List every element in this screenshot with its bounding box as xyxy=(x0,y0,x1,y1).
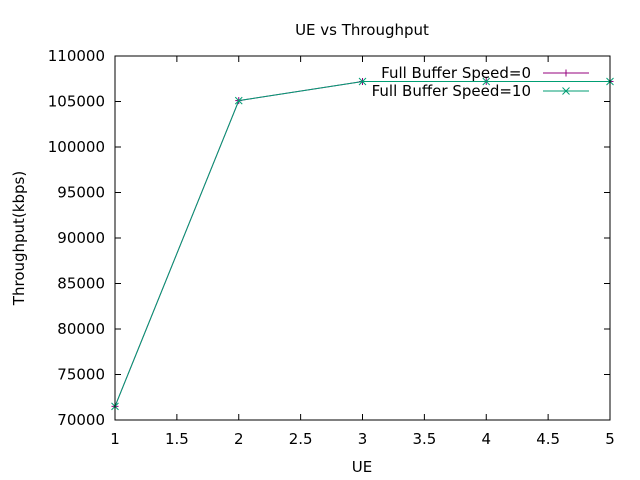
data-point xyxy=(562,69,570,77)
series-2 xyxy=(111,77,614,411)
data-point xyxy=(482,77,491,86)
chart-title: UE vs Throughput xyxy=(295,21,429,39)
series-line xyxy=(114,81,610,407)
y-tick-label: 70000 xyxy=(57,411,105,429)
x-tick-label: 4 xyxy=(481,430,491,448)
data-point xyxy=(562,87,570,95)
series-layer xyxy=(111,77,614,411)
x-tick-label: 3.5 xyxy=(412,430,436,448)
series-line xyxy=(114,81,610,407)
x-tick-label: 1 xyxy=(110,430,120,448)
legend-label: Full Buffer Speed=0 xyxy=(381,64,531,82)
legend-item: Full Buffer Speed=10 xyxy=(372,82,589,100)
y-tick-label: 85000 xyxy=(57,275,105,293)
y-tick-labels: 70000 75000 80000 85000 90000 95000 100000 1050… xyxy=(48,47,105,429)
data-point xyxy=(358,77,367,86)
data-point xyxy=(234,96,243,105)
y-axis-label: Throughput(kbps) xyxy=(10,171,28,306)
y-tick-label: 75000 xyxy=(57,366,105,384)
y-tick-label: 100000 xyxy=(48,138,105,156)
y-tick-label: 95000 xyxy=(57,184,105,202)
legend-item: Full Buffer Speed=0 xyxy=(381,64,589,82)
x-tick-label: 5 xyxy=(605,430,615,448)
x-tick-label: 1.5 xyxy=(165,430,189,448)
y-tick-label: 80000 xyxy=(57,320,105,338)
y-tick-label: 90000 xyxy=(57,229,105,247)
y-tick-label: 110000 xyxy=(48,47,105,65)
x-tick-labels: 1 1.5 2 2.5 3 3.5 4 4.5 5 xyxy=(110,430,615,448)
x-tick-label: 2.5 xyxy=(289,430,313,448)
x-tick-label: 4.5 xyxy=(536,430,560,448)
series-1 xyxy=(111,77,614,410)
x-axis-label: UE xyxy=(352,458,372,476)
legend-label: Full Buffer Speed=10 xyxy=(372,82,531,100)
y-tick-label: 105000 xyxy=(48,93,105,111)
axis-ticks xyxy=(114,55,611,421)
x-tick-label: 2 xyxy=(234,430,244,448)
x-tick-label: 3 xyxy=(358,430,368,448)
plot-frame xyxy=(114,55,611,421)
